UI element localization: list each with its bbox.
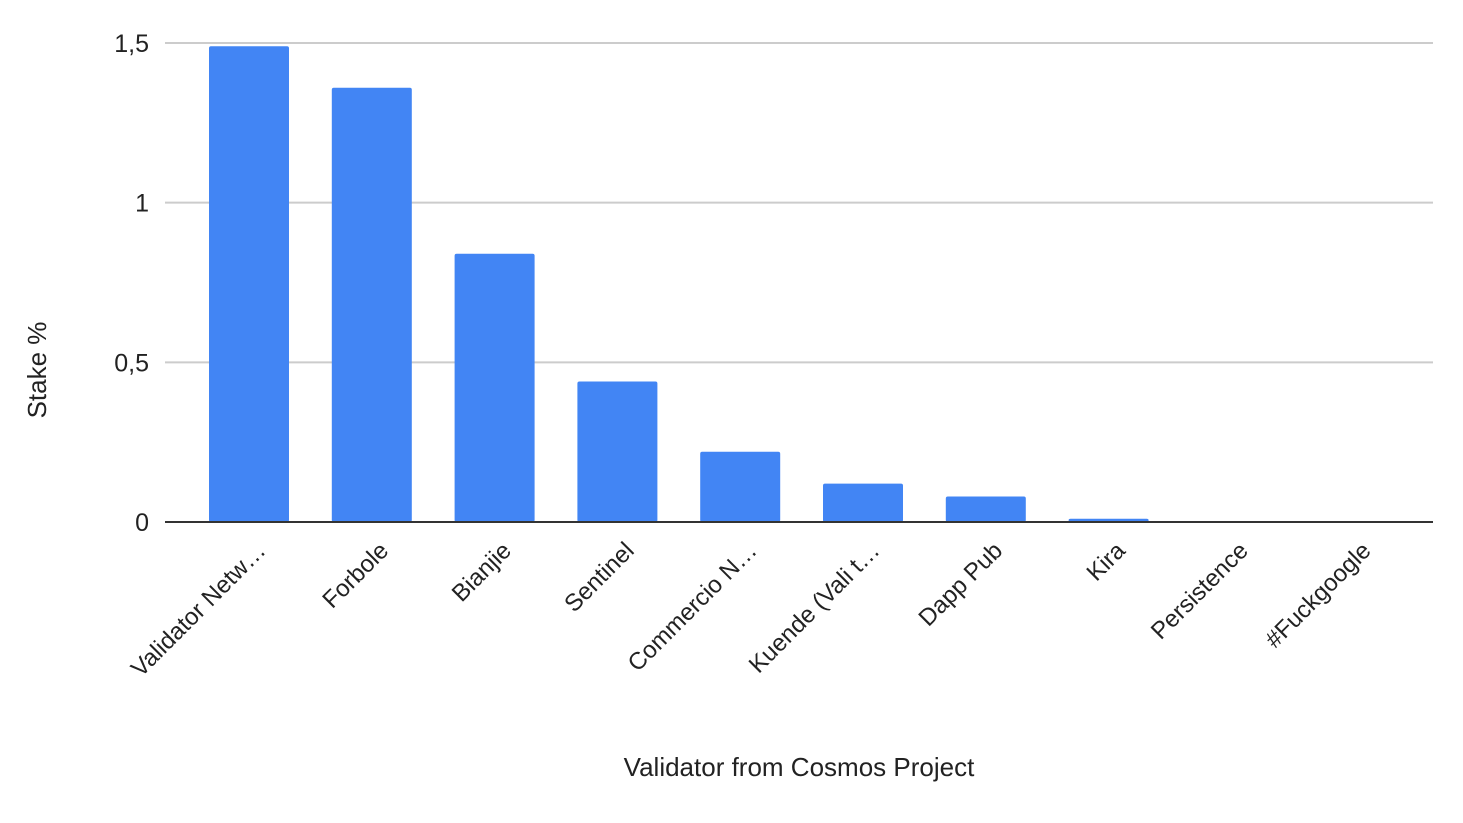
y-tick-label: 0 [135,509,149,537]
bars [209,46,1149,523]
x-category-label: Kuende (Vali t… [744,537,885,678]
y-tick-label: 1 [135,190,149,218]
x-category-label: Persistence [1146,537,1254,645]
bar [945,496,1026,522]
bar [454,253,535,522]
x-axis-title: Validator from Cosmos Project [624,752,975,782]
bar [700,451,781,522]
y-axis-title: Stake % [22,322,52,419]
x-category-label: #Fuckgoogle [1260,537,1376,653]
x-category-label: Kira [1082,537,1132,587]
x-category-label: Validator Netw… [126,537,271,682]
x-category-label: Bianjie [447,537,517,607]
y-tick-label: 0,5 [114,349,149,377]
bar [331,87,412,522]
y-axis-ticks: 0 0,5 1 1,5 [114,30,149,537]
x-category-label: Forbole [317,537,394,614]
bar [823,483,903,522]
y-tick-label: 1,5 [114,30,149,58]
x-axis-categories: Validator Netw… Forbole Bianjie SentinelCom… [126,537,1376,683]
bar [209,46,289,523]
x-category-label: Commercio N… [623,537,763,677]
bar [577,381,658,522]
x-category-label: Dapp Pub [913,537,1008,632]
x-category-label: Sentinel [559,537,639,617]
